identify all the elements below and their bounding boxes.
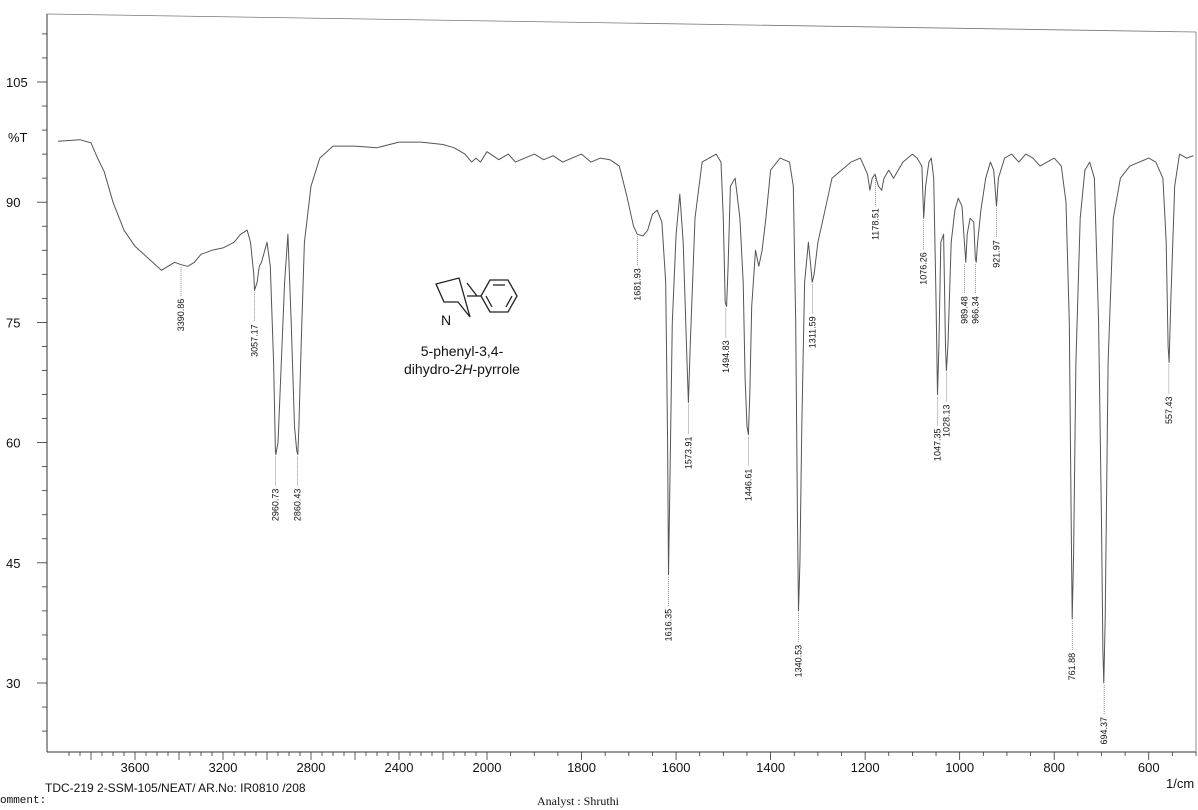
- peak-label: 1494.83: [721, 340, 731, 373]
- peak-label: 1681.93: [632, 268, 642, 301]
- peak-marker: 1028.13: [941, 372, 951, 437]
- peak-label: 1047.35: [932, 429, 942, 462]
- compound-name-line1: 5-phenyl-3,4-: [421, 343, 504, 359]
- peak-label: 1311.59: [807, 316, 817, 348]
- peak-marker: 761.88: [1067, 620, 1077, 681]
- peak-marker: 1573.91: [683, 404, 693, 470]
- peak-label: 1178.51: [870, 208, 880, 240]
- peak-marker: 1446.61: [744, 436, 754, 502]
- peak-label: 1076.26: [919, 252, 929, 285]
- peak-label: 3057.17: [249, 324, 259, 357]
- peak-marker: 1311.59: [807, 284, 817, 348]
- x-tick-label: 1400: [756, 760, 785, 775]
- peak-label: 1340.53: [794, 645, 804, 678]
- comment-label: omment:: [0, 795, 47, 807]
- peak-label: 1616.35: [663, 609, 673, 642]
- x-tick-label: 2400: [385, 760, 414, 775]
- peak-label: 694.37: [1099, 717, 1109, 745]
- peak-label: 1446.61: [744, 469, 754, 502]
- y-axis-label: %T: [8, 130, 28, 145]
- peak-marker: 1616.35: [663, 576, 673, 642]
- phenyl-inner-bonds-2: [505, 295, 513, 308]
- pyrroline-ring: [435, 277, 471, 318]
- peak-marker: 966.34: [971, 264, 981, 324]
- analyst-label: Analyst : Shruthi: [537, 794, 620, 808]
- x-axis: 3600 3200 2800 2400 2000 1800 1600 1400 1200 1000…: [68, 752, 1197, 775]
- phenyl-ring: [480, 279, 518, 313]
- x-tick-label: 1600: [662, 760, 691, 775]
- x-tick-label: 3600: [121, 760, 150, 775]
- peak-label: 557.43: [1164, 396, 1174, 424]
- peak-labels: 3390.86 3057.17 2960.73 2860.43 1681.93 1616.…: [176, 176, 1174, 745]
- peak-marker: 3057.17: [249, 292, 259, 357]
- peak-marker: 1681.93: [632, 236, 642, 301]
- x-tick-label: 600: [1138, 760, 1160, 775]
- nitrogen-atom-label: N: [441, 312, 451, 328]
- peak-marker: 3390.86: [176, 266, 186, 332]
- peak-label: 3390.86: [176, 299, 186, 332]
- y-tick-label: 30: [6, 676, 20, 691]
- peak-marker: 2960.73: [271, 456, 281, 522]
- peak-marker: 989.48: [960, 264, 970, 324]
- peak-marker: 921.97: [992, 208, 1002, 268]
- peak-label: 2960.73: [271, 489, 281, 522]
- peak-label: 921.97: [992, 240, 1002, 268]
- peak-marker: 1494.83: [721, 308, 731, 373]
- spectrum-trace: [57, 139, 1194, 684]
- peak-label: 966.34: [971, 296, 981, 324]
- y-tick-label: 75: [6, 315, 20, 330]
- phenyl-inner-bonds-3: [485, 295, 493, 308]
- top-frame-line: [46, 13, 1197, 33]
- y-tick-label: 105: [6, 75, 28, 90]
- x-axis-unit-label: 1/cm: [1166, 776, 1194, 791]
- peak-marker: 2860.43: [293, 456, 303, 522]
- x-tick-label: 1800: [567, 760, 596, 775]
- peak-marker: 694.37: [1099, 685, 1109, 745]
- y-tick-label: 45: [6, 556, 20, 571]
- peak-label: 1573.91: [683, 437, 693, 470]
- y-tick-label: 90: [6, 195, 20, 210]
- x-tick-label: 800: [1043, 760, 1065, 775]
- spectrum-trace-group: [57, 139, 1194, 684]
- peak-label: 989.48: [960, 296, 970, 324]
- y-axis: 105 90 75 60 45 30: [6, 33, 47, 732]
- peak-marker: 1047.35: [932, 396, 942, 462]
- compound-name-line2: dihydro-2H-pyrrole: [404, 361, 520, 377]
- x-tick-label: 1200: [851, 760, 880, 775]
- sample-id-text: TDC-219 2-SSM-105/NEAT/ AR.No: IR0810 /2…: [45, 781, 306, 795]
- imine-double-bond: [466, 282, 478, 297]
- x-tick-label: 2800: [297, 760, 326, 775]
- peak-label: 1028.13: [941, 404, 951, 437]
- peak-marker: 557.43: [1164, 364, 1174, 424]
- x-tick-label: 3200: [209, 760, 238, 775]
- peak-label: 2860.43: [293, 489, 303, 522]
- peak-marker: 1076.26: [919, 220, 929, 285]
- x-tick-label: 1000: [945, 760, 974, 775]
- molecule-structure: [435, 277, 518, 318]
- peak-marker: 1178.51: [870, 176, 880, 240]
- x-tick-label: 2000: [473, 760, 502, 775]
- y-tick-label: 60: [6, 436, 20, 451]
- peak-label: 761.88: [1067, 653, 1077, 681]
- peak-marker: 1340.53: [794, 612, 804, 678]
- plot-frame: [46, 13, 1197, 753]
